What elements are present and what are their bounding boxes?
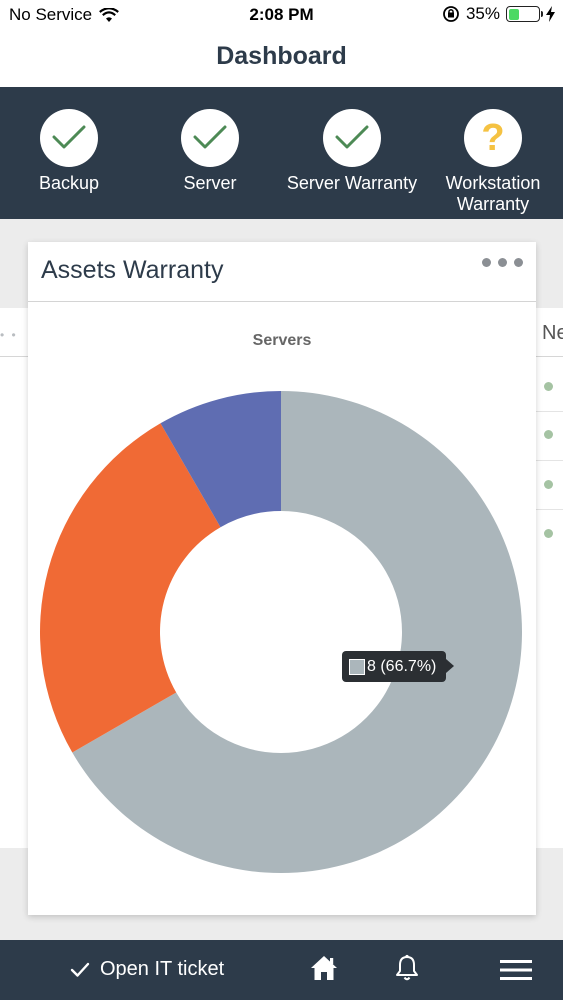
row-divider bbox=[536, 460, 563, 461]
status-dot bbox=[544, 430, 553, 439]
status-label: Backup bbox=[38, 173, 100, 193]
status-dot bbox=[544, 480, 553, 489]
status-label: Server Warranty bbox=[286, 173, 418, 193]
donut-slice-2[interactable] bbox=[160, 391, 282, 528]
page-title: Dashboard bbox=[216, 42, 347, 70]
carrier-group: No Service bbox=[9, 5, 120, 25]
clock: 2:08 PM bbox=[249, 5, 314, 24]
status-circle bbox=[181, 109, 239, 167]
charging-icon bbox=[546, 6, 555, 22]
status-dot bbox=[544, 529, 553, 538]
next-card-peek[interactable]: Ne bbox=[536, 308, 563, 848]
status-bar: No Service 2:08 PM 35% bbox=[0, 0, 563, 30]
card-header: Assets Warranty bbox=[28, 242, 536, 302]
card-divider bbox=[536, 356, 563, 357]
wifi-icon bbox=[99, 7, 120, 22]
menu-dot bbox=[514, 258, 523, 267]
orientation-lock-icon bbox=[443, 6, 459, 22]
check-icon bbox=[335, 125, 369, 149]
donut-slice-1[interactable] bbox=[39, 423, 221, 753]
more-dots-icon: • • bbox=[0, 328, 18, 342]
menu-dot bbox=[498, 258, 507, 267]
status-circle: ? bbox=[464, 109, 522, 167]
battery-icon bbox=[506, 6, 543, 22]
previous-card-peek[interactable]: • • bbox=[0, 308, 30, 848]
status-item-backup[interactable]: Backup bbox=[0, 109, 139, 194]
status-dot bbox=[544, 382, 553, 391]
menu-dot bbox=[482, 258, 491, 267]
bottom-toolbar: Open IT ticket bbox=[0, 940, 563, 1000]
status-summary-strip: Backup Server Server Warranty ? Workstat… bbox=[0, 87, 563, 219]
card-title: Assets Warranty bbox=[41, 256, 224, 284]
bell-icon[interactable] bbox=[395, 954, 419, 982]
row-divider bbox=[536, 509, 563, 510]
status-item-server[interactable]: Server bbox=[140, 109, 280, 194]
carrier-text: No Service bbox=[9, 5, 93, 24]
status-item-workstation-warranty[interactable]: ? Workstation Warranty bbox=[423, 109, 563, 215]
home-icon[interactable] bbox=[310, 954, 338, 982]
chart-tooltip: 8 (66.7%) bbox=[342, 651, 455, 682]
status-circle bbox=[40, 109, 98, 167]
open-it-ticket-button[interactable]: Open IT ticket bbox=[70, 958, 224, 981]
check-icon bbox=[193, 125, 227, 149]
chart-title: Servers bbox=[252, 332, 312, 349]
question-icon: ? bbox=[481, 117, 505, 159]
tooltip-swatch bbox=[349, 658, 365, 675]
status-label: Workstation Warranty bbox=[445, 173, 541, 214]
status-label: Server bbox=[183, 173, 237, 193]
row-divider bbox=[536, 411, 563, 412]
status-item-server-warranty[interactable]: Server Warranty bbox=[282, 109, 422, 194]
tooltip-text: 8 (66.7%) bbox=[367, 657, 437, 675]
checkmark-icon bbox=[70, 962, 90, 977]
open-it-ticket-label: Open IT ticket bbox=[100, 958, 225, 980]
donut-chart[interactable] bbox=[28, 242, 536, 915]
donut-slice-0[interactable] bbox=[72, 391, 522, 873]
status-circle bbox=[323, 109, 381, 167]
assets-warranty-card: Assets Warranty Servers 8 (66.7%) bbox=[28, 242, 536, 915]
nav-bar: Dashboard bbox=[0, 30, 563, 87]
check-icon bbox=[52, 125, 86, 149]
next-card-title: Ne bbox=[542, 322, 563, 344]
card-more-options-icon[interactable] bbox=[482, 258, 523, 267]
card-divider bbox=[0, 356, 30, 357]
battery-percent: 35% bbox=[465, 4, 500, 23]
battery-group: 35% bbox=[442, 4, 555, 24]
hamburger-menu-icon[interactable] bbox=[500, 958, 532, 982]
battery-level bbox=[508, 8, 519, 20]
